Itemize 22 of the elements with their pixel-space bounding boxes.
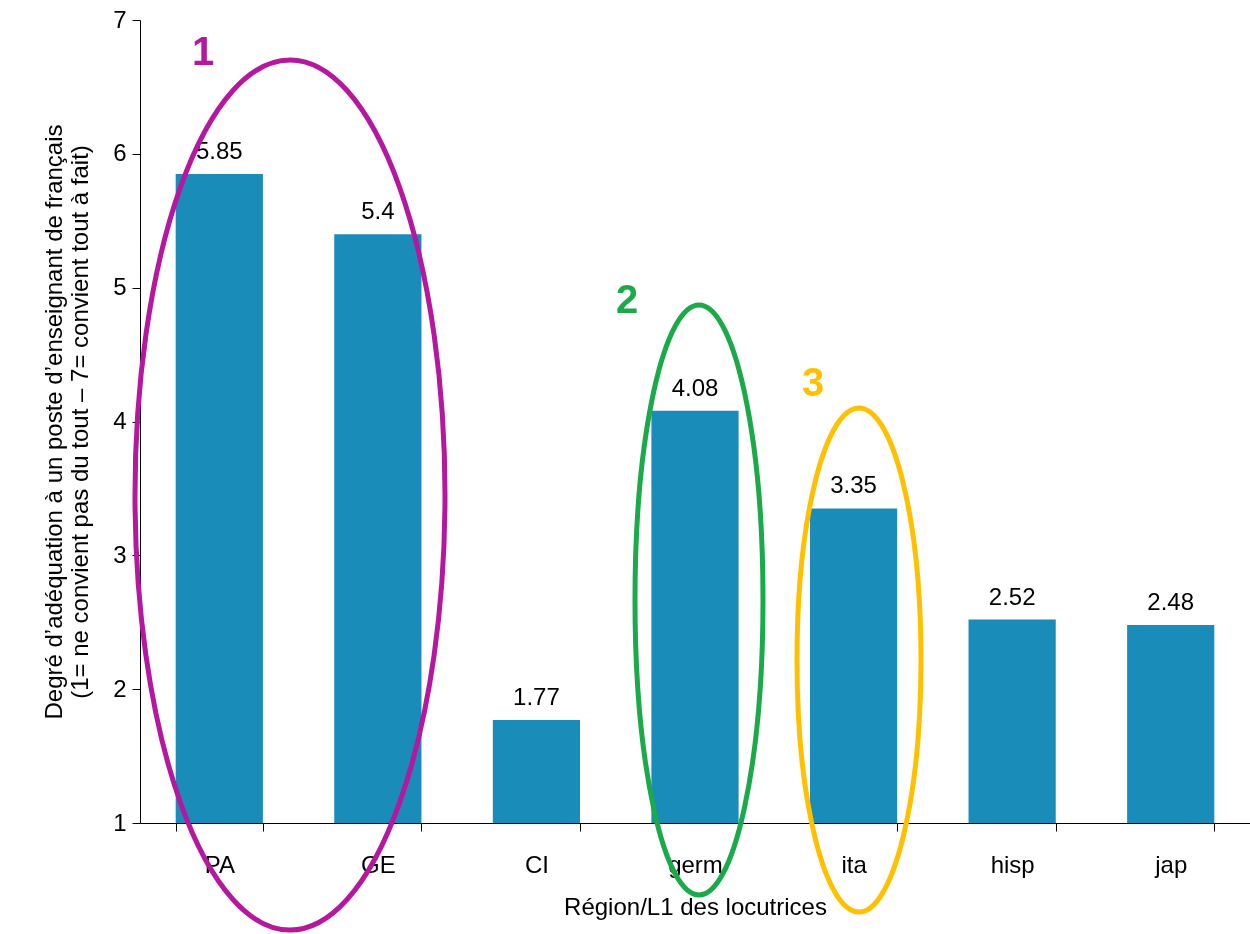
x-tick-label: CI: [524, 850, 549, 878]
x-tick-label: hisp: [990, 850, 1035, 878]
y-tick-label: 4: [113, 407, 127, 434]
y-tick-label: 1: [113, 808, 127, 836]
x-tick-label: jap: [1154, 850, 1188, 878]
data-label: 3.35: [830, 471, 877, 499]
y-tick-label: 5: [113, 273, 127, 301]
annotation: 2: [615, 277, 639, 321]
x-axis-title: Région/L1 des locutrices: [564, 892, 827, 920]
y-tick-label: 6: [113, 139, 127, 167]
data-label: 1.77: [513, 682, 560, 710]
y-axis-title: Degré d’adéquation à un poste d’enseignant de français (1= ne convient pas du tout – 7= convient tout à fait): [40, 124, 94, 720]
data-label: 2.48: [1147, 587, 1195, 615]
data-label: 4.08: [671, 373, 719, 401]
annotation: 1: [191, 29, 215, 73]
annotation: 3: [801, 360, 825, 404]
y-tick-label: 7: [113, 5, 127, 33]
data-label: 2.52: [988, 582, 1036, 610]
y-tick-label: 2: [113, 674, 127, 702]
y-tick-label: 3: [113, 540, 127, 568]
data-label: 5.4: [361, 197, 395, 225]
x-tick-label: ita: [841, 850, 868, 878]
